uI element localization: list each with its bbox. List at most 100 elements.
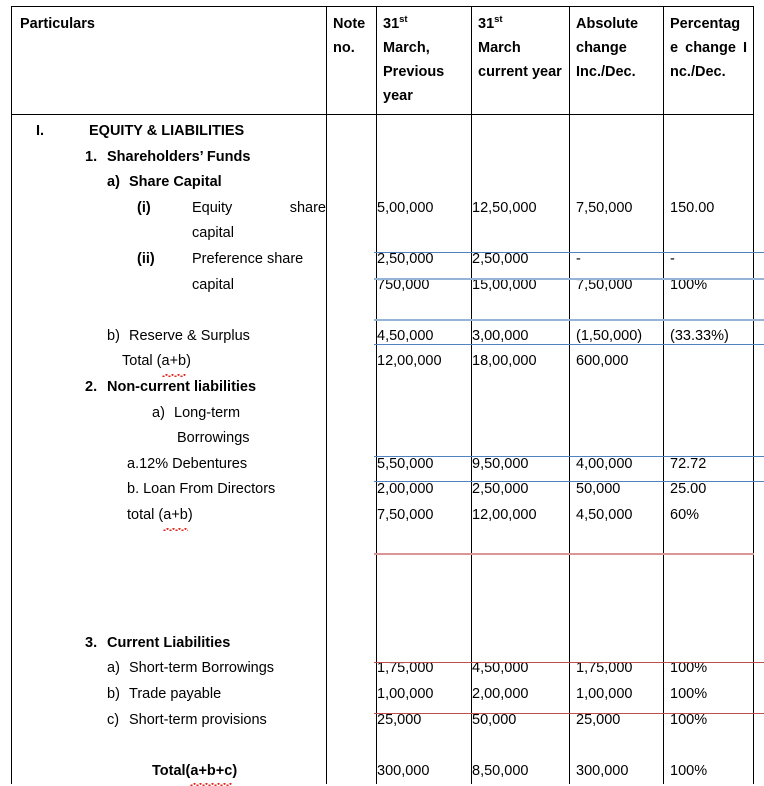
- value-subtotal-share-capital-abs: 7,50,000: [576, 276, 633, 293]
- value-reserve-surplus-abs: (1,50,000): [576, 327, 643, 344]
- group-title: Current Liabilities: [107, 634, 231, 651]
- spacer-row-4: [12, 580, 326, 606]
- value-trade-payable-pct: 100%: [670, 686, 708, 703]
- total-label-formula: a+b+c: [190, 759, 232, 786]
- value-subtotal-share-capital-prev: 750,000: [377, 276, 430, 293]
- value-short-term-borrowings-abs: 1,75,000: [576, 660, 633, 677]
- subtotal-label-current-liabilities: Total(a+b+c): [12, 759, 326, 786]
- value-blank: [377, 631, 471, 657]
- value-loan-from-directors-prev: 2,00,000: [377, 481, 434, 498]
- subgroup-heading-long-term-borrowings-line2: Borrowings: [12, 426, 326, 452]
- section-roman-numeral: I.: [36, 123, 45, 139]
- value-blank: [377, 529, 471, 555]
- group-number: 3.: [85, 634, 98, 651]
- total-label-prefix: Total(: [152, 762, 191, 779]
- subgroup-letter: a): [107, 174, 120, 191]
- value-blank: [377, 298, 471, 324]
- group-title: Non-current liabilities: [107, 378, 257, 395]
- value-blank: [576, 375, 663, 401]
- document-page: Particulars Note no. 31st March, Previou…: [11, 6, 764, 786]
- current-year-cell: 12,50,000 2,50,000 15,00,000 3,00,000 18…: [471, 114, 570, 785]
- value-blank: [377, 119, 471, 145]
- subgroup-letter: a): [152, 404, 165, 421]
- spacer-row-5: [12, 605, 326, 631]
- value-blank: [377, 170, 471, 196]
- line-item-preference-share-capital: (ii) Preference share capital: [12, 247, 326, 298]
- group-number: 2.: [85, 378, 98, 395]
- value-blank: [670, 529, 753, 555]
- value-blank: [472, 554, 569, 580]
- value-total-shareholders-funds-pct: [670, 349, 753, 375]
- table-body-row: I. EQUITY & LIABILITIES 1. Shareholders’ F…: [11, 114, 754, 786]
- value-trade-payable-abs: 1,00,000: [576, 686, 633, 703]
- value-debentures-abs: 4,00,000: [576, 455, 633, 472]
- value-blank: [377, 221, 471, 247]
- value-total-non-current-prev: 7,50,000: [377, 506, 434, 523]
- value-short-term-borrowings-prev: 1,75,000: [377, 660, 434, 677]
- value-debentures-prev: 5,50,000: [377, 455, 434, 472]
- value-equity-share-capital-abs: 7,50,000: [576, 199, 633, 216]
- group-number: 1.: [85, 148, 98, 165]
- value-blank: [670, 580, 753, 606]
- item-marker: (ii): [137, 250, 155, 267]
- value-reserve-surplus-prev: 4,50,000: [377, 327, 434, 344]
- curr-year-sup: st: [494, 14, 503, 26]
- value-blank: [576, 426, 663, 452]
- value-debentures-pct: 72.72: [670, 455, 707, 472]
- column-header-previous-year: 31st March, Previous year: [376, 6, 472, 115]
- value-blank: [670, 170, 753, 196]
- curr-year-rest: March current year: [478, 40, 562, 80]
- subgroup-title: Share Capital: [129, 174, 222, 191]
- value-blank: [670, 119, 753, 145]
- value-total-shareholders-funds-abs: 600,000: [576, 353, 629, 370]
- subgroup-heading-share-capital: a) Share Capital: [12, 170, 326, 196]
- column-header-particulars: Particulars: [11, 6, 327, 115]
- value-blank: [576, 631, 663, 657]
- item-label-part1: Preference share: [192, 250, 304, 267]
- comparative-balance-sheet-table: Particulars Note no. 31st March, Previou…: [11, 6, 754, 786]
- spacer-row-1: [12, 298, 326, 324]
- item-marker: b): [107, 327, 120, 344]
- line-item-trade-payable: b) Trade payable: [12, 682, 326, 708]
- value-blank: [472, 145, 569, 171]
- item-label-part1: Equity: [192, 199, 233, 216]
- total-label-formula: a+b: [161, 349, 186, 377]
- value-blank: [670, 631, 753, 657]
- value-blank: [472, 401, 569, 427]
- percentage-change-cell: 150.00 - 100% (33.33%) 72.72 25.00 60%: [663, 114, 754, 785]
- note-no-cell: [326, 114, 377, 785]
- value-blank: [377, 733, 471, 759]
- value-preference-share-capital-curr: 2,50,000: [472, 250, 529, 267]
- line-item-short-term-borrowings: a) Short-term Borrowings: [12, 656, 326, 682]
- value-blank: [670, 298, 753, 324]
- line-item-reserve-and-surplus: b) Reserve & Surplus: [12, 324, 326, 350]
- value-total-current-liabilities-pct: 100%: [670, 762, 708, 779]
- value-blank: [670, 221, 753, 247]
- total-label-suffix: ): [186, 353, 191, 370]
- value-blank: [377, 554, 471, 580]
- value-total-non-current-curr: 12,00,000: [472, 506, 537, 523]
- value-blank: [576, 170, 663, 196]
- item-marker: b): [107, 686, 120, 703]
- item-label: b. Loan From Directors: [127, 481, 276, 498]
- line-item-loan-from-directors: b. Loan From Directors: [12, 477, 326, 503]
- item-label: Reserve & Surplus: [129, 327, 250, 344]
- percentage-change-text: Percentage change Inc./Dec.: [670, 16, 747, 80]
- value-blank: [576, 119, 663, 145]
- value-short-term-provisions-pct: 100%: [670, 711, 708, 728]
- value-trade-payable-curr: 2,00,000: [472, 686, 529, 703]
- value-trade-payable-prev: 1,00,000: [377, 686, 434, 703]
- column-header-percentage-change: Percentage change Inc./Dec.: [663, 6, 754, 115]
- value-blank: [576, 605, 663, 631]
- value-reserve-surplus-curr: 3,00,000: [472, 327, 529, 344]
- item-label: Trade payable: [129, 686, 222, 703]
- value-blank: [576, 298, 663, 324]
- column-header-current-year: 31st March current year: [471, 6, 570, 115]
- value-blank: [670, 733, 753, 759]
- group-heading-non-current-liabilities: 2. Non-current liabilities: [12, 375, 326, 401]
- value-blank: [472, 221, 569, 247]
- value-blank: [377, 426, 471, 452]
- item-marker: a): [107, 660, 120, 677]
- value-blank: [472, 426, 569, 452]
- value-blank: [576, 529, 663, 555]
